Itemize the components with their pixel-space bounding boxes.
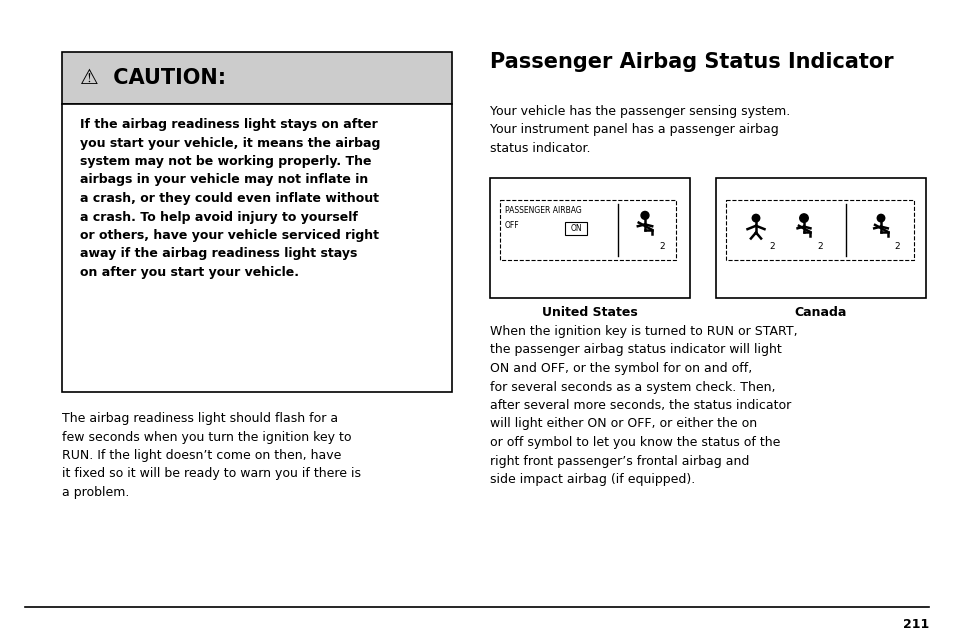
Text: OFF: OFF <box>504 221 519 230</box>
Bar <box>716 178 925 298</box>
Text: When the ignition key is turned to RUN or START,
the passenger airbag status ind: When the ignition key is turned to RUN o… <box>490 325 797 486</box>
Text: 2: 2 <box>893 242 899 251</box>
Text: PASSENGER AIRBAG: PASSENGER AIRBAG <box>504 206 581 215</box>
Text: 211: 211 <box>902 618 928 631</box>
Circle shape <box>799 214 807 223</box>
Text: ON: ON <box>570 224 581 233</box>
Bar <box>490 178 689 298</box>
Text: United States: United States <box>541 306 638 319</box>
Text: ⚠  CAUTION:: ⚠ CAUTION: <box>80 68 226 88</box>
Circle shape <box>877 214 883 222</box>
Bar <box>725 200 913 260</box>
Text: Canada: Canada <box>794 306 846 319</box>
Circle shape <box>752 214 759 222</box>
Text: If the airbag readiness light stays on after
you start your vehicle, it means th: If the airbag readiness light stays on a… <box>80 118 380 279</box>
Bar <box>499 200 676 260</box>
Bar <box>62 104 452 392</box>
Bar <box>62 52 452 104</box>
Bar <box>564 222 586 235</box>
Text: Passenger Airbag Status Indicator: Passenger Airbag Status Indicator <box>490 52 893 72</box>
Text: 2: 2 <box>816 242 821 251</box>
Text: 2: 2 <box>659 242 664 251</box>
Text: The airbag readiness light should flash for a
few seconds when you turn the igni: The airbag readiness light should flash … <box>62 412 360 499</box>
Text: Your vehicle has the passenger sensing system.
Your instrument panel has a passe: Your vehicle has the passenger sensing s… <box>490 105 789 155</box>
Circle shape <box>640 211 648 219</box>
Text: 2: 2 <box>768 242 774 251</box>
